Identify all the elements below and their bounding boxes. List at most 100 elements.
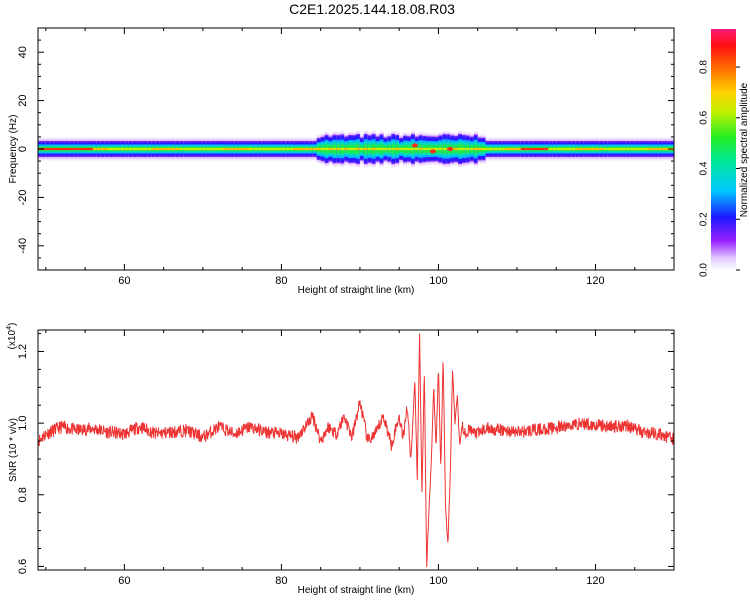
spectral-core — [359, 147, 365, 151]
spectral-core — [403, 147, 408, 151]
spectral-core — [214, 147, 219, 151]
spectral-core — [356, 147, 361, 151]
spectral-core — [136, 147, 141, 151]
spectral-core — [630, 147, 636, 151]
colorbar-tick-label: 0.6 — [699, 110, 710, 124]
spectral-core — [332, 147, 337, 151]
spectral-core — [438, 147, 443, 151]
spectral-core — [281, 147, 286, 151]
spectral-core — [340, 147, 345, 151]
spectral-core — [658, 147, 663, 151]
spectral-core — [501, 147, 506, 151]
spectral-core — [418, 147, 424, 151]
spectral-core — [73, 147, 78, 151]
figure-title: C2E1.2025.144.18.08.R03 — [289, 1, 455, 17]
spectral-core — [579, 147, 585, 151]
spectral-peak — [429, 149, 436, 154]
spectral-core — [367, 147, 373, 151]
colorbar-tick-label: 0.4 — [699, 161, 710, 175]
spectral-core — [528, 147, 533, 151]
spectral-core — [304, 147, 310, 151]
spectral-core — [187, 147, 192, 151]
spectral-core — [591, 147, 596, 151]
spectral-core — [324, 147, 329, 151]
snr-background — [38, 330, 674, 570]
snr-x-label: Height of straight line (km) — [298, 585, 415, 596]
spectrogram-y-tick-label: 0 — [17, 146, 29, 152]
spectral-core — [497, 147, 502, 151]
spectral-core — [100, 147, 106, 151]
spectral-core — [253, 147, 259, 151]
spectrogram-x-tick-label: 120 — [586, 275, 604, 287]
spectral-core — [289, 147, 294, 151]
snr-y-tick-label: 1.2 — [17, 344, 29, 359]
spectral-core — [246, 147, 251, 151]
spectral-core — [422, 147, 427, 151]
spectral-core — [336, 147, 341, 151]
spectral-core — [426, 147, 431, 151]
spectral-core — [312, 147, 318, 151]
snr-y-tick-label: 0.6 — [17, 559, 29, 574]
spectral-core — [352, 147, 357, 151]
spectrogram-y-label: Frequency (Hz) — [8, 115, 19, 184]
spectral-core — [414, 147, 420, 151]
spectral-core — [210, 147, 215, 151]
spectral-core — [481, 147, 486, 151]
spectrogram-x-tick-label: 80 — [275, 275, 287, 287]
spectral-core — [548, 147, 553, 151]
spectral-core — [544, 147, 549, 151]
spectral-core — [587, 147, 592, 151]
spectral-core — [662, 147, 667, 151]
spectral-core — [320, 147, 325, 151]
spectral-core — [516, 147, 522, 151]
snr-x-tick-label: 60 — [118, 575, 130, 587]
colorbar-label: Normalized spectral amplitude — [739, 82, 750, 217]
spectral-core — [571, 147, 577, 151]
spectral-core — [238, 147, 243, 151]
spectral-core — [493, 147, 498, 151]
spectral-core — [615, 147, 620, 151]
spectral-core — [383, 147, 388, 151]
spectral-core — [611, 147, 616, 151]
spectral-core — [132, 147, 137, 151]
spectral-core — [167, 147, 172, 151]
spectral-core — [269, 147, 274, 151]
spectral-core — [391, 147, 396, 151]
spectrogram-x-label: Height of straight line (km) — [298, 285, 415, 296]
spectral-core — [183, 147, 188, 151]
spectral-core — [395, 147, 400, 151]
spectrogram-y-tick-label: -20 — [17, 189, 29, 205]
spectral-core — [85, 147, 90, 151]
spectral-core — [265, 147, 270, 151]
spectral-core — [124, 147, 129, 151]
colorbar-tick-label: 0.2 — [699, 212, 710, 226]
spectral-core — [607, 147, 612, 151]
snr-y-tick-label: 1.0 — [17, 415, 29, 430]
spectral-core — [293, 147, 298, 151]
spectral-core — [509, 147, 514, 151]
spectral-core — [454, 147, 459, 151]
spectral-core — [599, 147, 604, 151]
spectral-core — [104, 147, 109, 151]
spectral-core — [163, 147, 168, 151]
spectral-peak — [411, 143, 418, 148]
spectral-core — [308, 147, 314, 151]
spectral-core — [81, 147, 86, 151]
spectral-core — [375, 147, 380, 151]
spectral-core — [112, 147, 117, 151]
spectral-core — [179, 147, 184, 151]
spectral-core — [458, 147, 463, 151]
spectral-core — [465, 147, 471, 151]
spectral-core — [532, 147, 537, 151]
spectral-core — [234, 147, 239, 151]
spectral-core — [595, 147, 600, 151]
spectral-core — [619, 147, 624, 151]
spectral-core — [96, 147, 102, 151]
spectral-core — [108, 147, 113, 151]
spectral-core — [603, 147, 608, 151]
spectrogram-y-tick-label: 20 — [17, 94, 29, 106]
snr-multiplier-exponent: 4 — [6, 326, 13, 330]
snr-y-tick-label: 0.8 — [17, 487, 29, 502]
spectral-core — [469, 147, 475, 151]
